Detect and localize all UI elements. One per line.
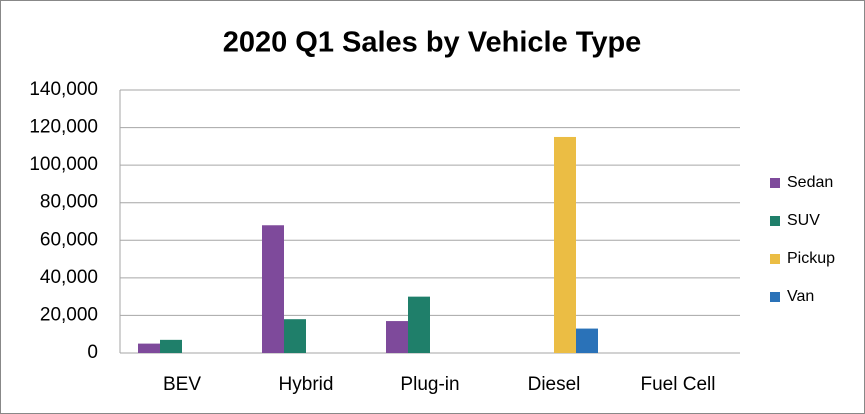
chart-title: 2020 Q1 Sales by Vehicle Type <box>223 27 642 59</box>
bar <box>386 321 408 353</box>
legend-label: Van <box>787 288 814 305</box>
y-tick-label: 40,000 <box>40 267 98 288</box>
y-tick-label: 60,000 <box>40 229 98 250</box>
y-tick-label: 140,000 <box>29 79 98 100</box>
x-tick-label: Hybrid <box>279 374 334 395</box>
bar <box>284 319 306 353</box>
bar <box>576 328 598 353</box>
y-tick-label: 100,000 <box>29 154 98 175</box>
bar <box>160 339 182 353</box>
legend-label: Sedan <box>787 174 833 191</box>
legend-label: Pickup <box>787 250 835 267</box>
x-tick-label: BEV <box>163 374 201 395</box>
x-tick-label: Fuel Cell <box>641 374 716 395</box>
x-tick-label: Diesel <box>528 374 581 395</box>
y-tick-label: 0 <box>87 342 98 363</box>
legend-swatch <box>770 292 780 302</box>
y-tick-label: 20,000 <box>40 304 98 325</box>
bar <box>138 343 160 353</box>
bar <box>554 136 576 353</box>
y-tick-label: 120,000 <box>29 117 98 138</box>
legend-swatch <box>770 216 780 226</box>
legend-label: SUV <box>787 212 820 229</box>
x-tick-label: Plug-in <box>400 374 459 395</box>
bar <box>408 296 430 353</box>
y-tick-label: 80,000 <box>40 192 98 213</box>
legend-swatch <box>770 254 780 264</box>
bar <box>262 225 284 353</box>
legend-swatch <box>770 178 780 188</box>
